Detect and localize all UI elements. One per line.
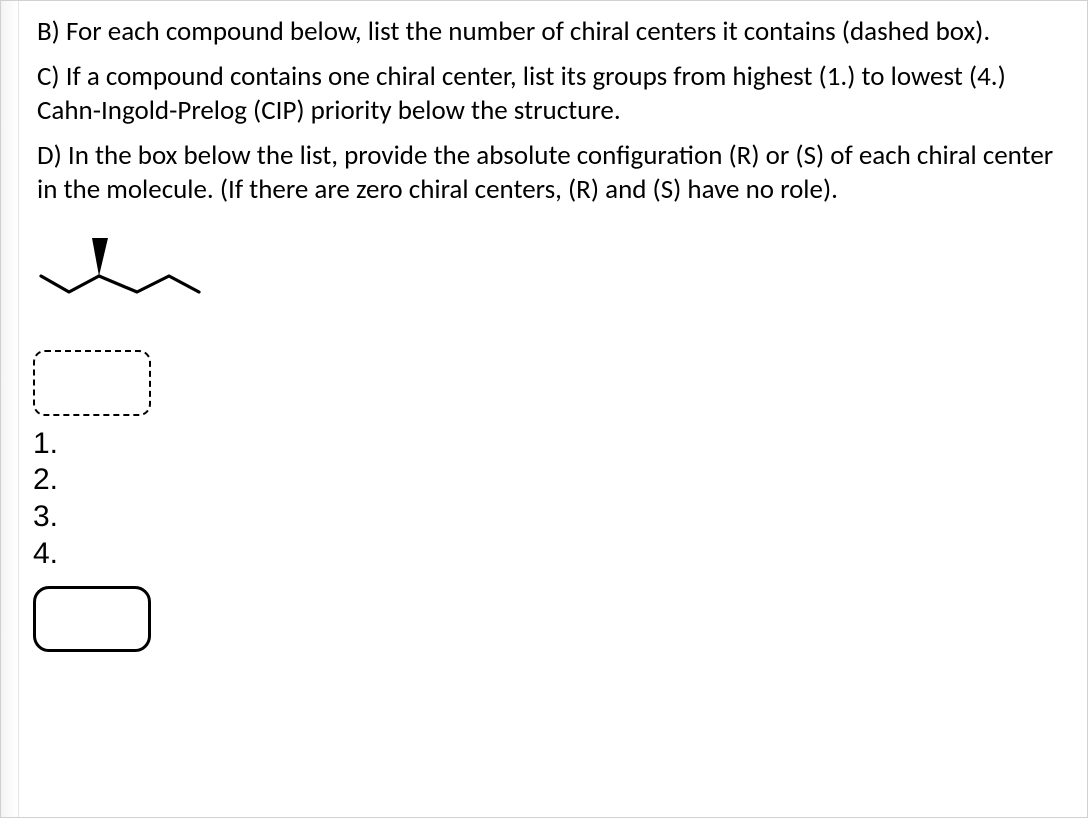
priority-row-2[interactable]: 2. — [33, 462, 1061, 499]
priority-num-2: 2. — [33, 462, 63, 499]
question-part-d: D) In the box below the list, provide th… — [37, 139, 1061, 208]
priority-row-1[interactable]: 1. — [33, 426, 1061, 463]
priority-num-3: 3. — [33, 499, 63, 536]
chiral-count-box[interactable] — [33, 350, 151, 416]
priority-row-4[interactable]: 4. — [33, 536, 1061, 573]
page-content: B) For each compound below, list the num… — [37, 15, 1061, 652]
priority-num-1: 1. — [33, 426, 63, 463]
wedge-bond — [92, 238, 108, 276]
priority-row-3[interactable]: 3. — [33, 499, 1061, 536]
skeletal-formula-svg — [29, 228, 219, 314]
question-part-b: B) For each compound below, list the num… — [37, 15, 1061, 50]
page-left-edge — [1, 1, 19, 817]
cip-priority-list: 1. 2. 3. 4. — [33, 426, 1061, 572]
priority-num-4: 4. — [33, 536, 63, 573]
configuration-box[interactable] — [33, 586, 151, 652]
molecule-structure — [29, 228, 1061, 314]
question-part-c: C) If a compound contains one chiral cen… — [37, 60, 1061, 129]
